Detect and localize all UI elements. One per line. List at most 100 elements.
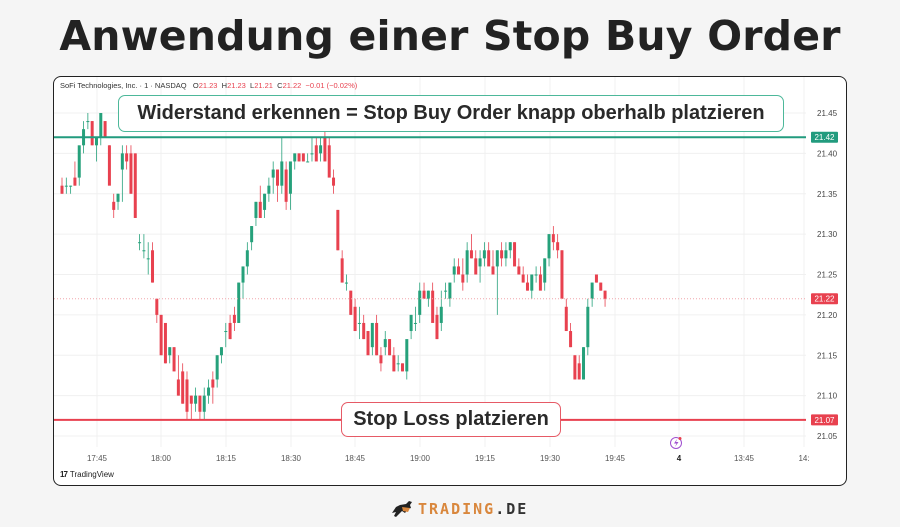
chart-card[interactable]: 21.45 21.40 21.35 21.30 21.25 21.20 21.15 21.10…: [53, 76, 847, 486]
candle-down: [569, 331, 573, 348]
stop-loss-callout: Stop Loss platzieren: [341, 402, 561, 437]
y-axis-tick-label: 21.20: [817, 311, 838, 320]
y-axis-tick-label: 21.30: [817, 230, 838, 239]
candle-down: [375, 322, 379, 356]
candle-down: [232, 314, 236, 323]
candle-down: [388, 339, 392, 356]
candle-up: [250, 226, 254, 243]
candle-down: [340, 258, 344, 283]
candle-up: [426, 290, 430, 299]
candle-up: [418, 290, 422, 315]
x-axis-tick-label: 17:45: [87, 454, 108, 463]
candle-up: [64, 185, 68, 187]
candle-up: [138, 242, 142, 244]
candle-down: [564, 306, 568, 332]
candle-up: [448, 282, 452, 299]
candle-down: [163, 322, 167, 364]
candle-up: [142, 250, 146, 252]
candle-up: [383, 339, 387, 348]
candle-down: [189, 395, 193, 404]
candle-up: [280, 161, 284, 186]
candle-up: [452, 266, 456, 275]
candle-down: [491, 266, 495, 275]
candle-up: [263, 193, 267, 210]
candle-up: [254, 201, 258, 218]
x-axis-tick-label: 14:: [798, 454, 809, 463]
candle-down: [176, 379, 180, 396]
candle-up: [288, 161, 292, 194]
candle-down: [181, 371, 185, 404]
candle-down: [517, 266, 521, 275]
candle-up: [409, 314, 413, 332]
candle-down: [155, 298, 159, 315]
x-axis-tick-label: 19:30: [540, 454, 561, 463]
candle-down: [228, 322, 232, 340]
change-value: −0.01 (−0.02%): [305, 81, 358, 90]
candle-up: [77, 145, 81, 178]
candle-down: [362, 322, 366, 340]
candle-down: [159, 314, 163, 356]
x-axis-tick-label: 18:15: [216, 454, 237, 463]
candle-down: [400, 363, 404, 372]
open-value: 21.23: [198, 81, 218, 90]
candle-up: [547, 234, 551, 259]
candle-down: [577, 363, 581, 380]
candle-up: [224, 331, 228, 333]
candle-up: [146, 258, 150, 260]
candle-down: [457, 266, 461, 275]
candle-up: [86, 121, 90, 123]
stop_loss-price-badge: [811, 414, 838, 426]
low-label: L: [250, 81, 255, 90]
candle-up: [245, 250, 249, 267]
candle-up: [444, 290, 448, 292]
candle-down: [538, 274, 542, 291]
candle-down: [353, 306, 357, 332]
last_price-price-label: 21.22: [814, 295, 835, 304]
resistance-price-badge: [811, 131, 838, 143]
candle-up: [94, 137, 98, 146]
candle-down: [125, 153, 129, 162]
candle-down: [551, 234, 555, 243]
brand-part1: TRADING: [418, 500, 496, 518]
tradingview-logo[interactable]: 17 TradingView: [60, 470, 114, 479]
candle-down: [366, 331, 370, 356]
candle-down: [513, 242, 517, 267]
candle-up: [508, 242, 512, 251]
candle-down: [211, 379, 215, 388]
candle-down: [573, 355, 577, 380]
candle-down: [284, 169, 288, 202]
candle-down: [474, 258, 478, 275]
lightning-icon: [674, 439, 679, 447]
candle-down: [297, 153, 301, 162]
candle-up: [357, 322, 361, 324]
candle-down: [90, 121, 94, 146]
candle-down: [133, 153, 137, 218]
candle-down: [594, 274, 598, 283]
brand-logo: TRADING.DE: [390, 496, 528, 522]
candle-down: [422, 290, 426, 299]
brand-text: TRADING.DE: [418, 500, 528, 518]
y-axis-tick-label: 21.10: [817, 392, 838, 401]
candle-down: [556, 242, 560, 251]
candle-up: [405, 339, 409, 372]
candle-up: [237, 282, 241, 323]
candle-up: [439, 306, 443, 323]
open-label: O: [192, 81, 199, 90]
candle-down: [276, 169, 279, 186]
candle-down: [129, 153, 133, 194]
x-axis-tick-label: 19:15: [475, 454, 496, 463]
x-axis-tick-label: 4: [677, 454, 682, 463]
candle-down: [258, 201, 262, 218]
candle-up: [370, 322, 374, 348]
symbol-label: SoFi Technologies, Inc. · 1 · NASDAQ: [60, 81, 187, 90]
y-axis-tick-label: 21.15: [817, 351, 838, 360]
page-title: Anwendung einer Stop Buy Order: [59, 12, 841, 60]
candle-up: [543, 258, 547, 283]
candle-up: [194, 395, 198, 404]
candle-down: [431, 290, 435, 323]
brand-part2: .DE: [495, 500, 529, 518]
candle-down: [336, 209, 340, 251]
candle-down: [185, 379, 189, 412]
candle-up: [482, 250, 486, 259]
candle-up: [215, 355, 219, 380]
